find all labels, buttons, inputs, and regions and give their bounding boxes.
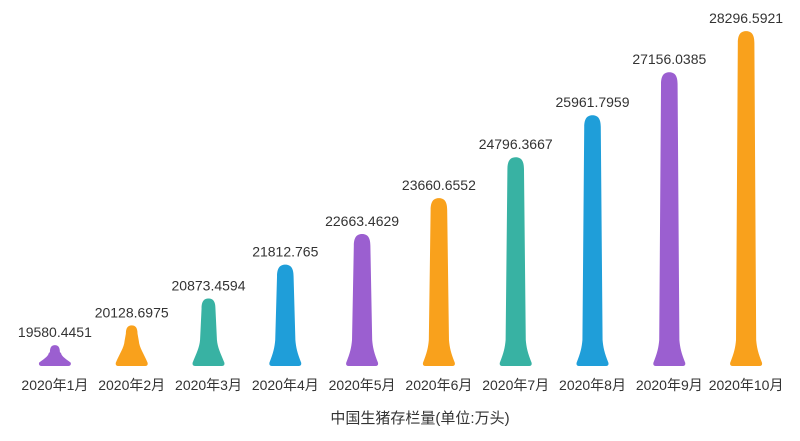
bar-group: 27156.0385 2020年9月 <box>632 51 706 393</box>
bar-group: 20128.6975 2020年2月 <box>95 304 169 393</box>
bar-group: 25961.7959 2020年8月 <box>556 94 630 393</box>
peak-bar[interactable] <box>115 325 148 366</box>
peak-bar[interactable] <box>269 264 302 366</box>
peak-bar[interactable] <box>38 345 71 366</box>
bar-value-label: 27156.0385 <box>632 51 706 67</box>
peak-bar[interactable] <box>346 234 379 366</box>
bar-value-label: 24796.3667 <box>479 136 553 152</box>
peak-bar[interactable] <box>576 115 609 366</box>
bar-group: 22663.4629 2020年5月 <box>325 213 399 393</box>
bar-value-label: 19580.4451 <box>18 324 92 340</box>
bar-value-label: 22663.4629 <box>325 213 399 229</box>
peak-bar[interactable] <box>499 157 532 366</box>
peak-bar[interactable] <box>422 198 455 366</box>
bar-value-label: 20128.6975 <box>95 304 169 320</box>
peak-bar[interactable] <box>192 298 225 366</box>
x-axis-month-label: 2020年3月 <box>175 377 242 393</box>
peak-bar[interactable] <box>653 72 686 366</box>
bar-value-label: 28296.5921 <box>709 10 783 26</box>
chart-plot-area: 19580.4451 2020年1月 20128.6975 2020年2月 20873.… <box>18 10 784 393</box>
x-axis-month-label: 2020年5月 <box>329 377 396 393</box>
bar-group: 20873.4594 2020年3月 <box>172 278 246 393</box>
bar-group: 24796.3667 2020年7月 <box>479 136 553 393</box>
bar-group: 19580.4451 2020年1月 <box>18 324 92 393</box>
x-axis-month-label: 2020年4月 <box>252 377 319 393</box>
peak-bar[interactable] <box>730 31 763 367</box>
x-axis-month-label: 2020年7月 <box>482 377 549 393</box>
bar-value-label: 23660.6552 <box>402 177 476 193</box>
x-axis-month-label: 2020年2月 <box>98 377 165 393</box>
bar-group: 23660.6552 2020年6月 <box>402 177 476 393</box>
bar-value-label: 20873.4594 <box>172 278 246 294</box>
x-axis-month-label: 2020年6月 <box>405 377 472 393</box>
x-axis-month-label: 2020年9月 <box>636 377 703 393</box>
x-axis-month-label: 2020年1月 <box>21 377 88 393</box>
chart-title: 中国生猪存栏量(单位:万头) <box>330 410 510 427</box>
x-axis-month-label: 2020年10月 <box>709 377 784 393</box>
bar-value-label: 25961.7959 <box>556 94 630 110</box>
bar-group: 28296.5921 2020年10月 <box>709 10 784 393</box>
bar-group: 21812.765 2020年4月 <box>252 244 319 393</box>
x-axis-month-label: 2020年8月 <box>559 377 626 393</box>
bar-value-label: 21812.765 <box>252 244 318 260</box>
